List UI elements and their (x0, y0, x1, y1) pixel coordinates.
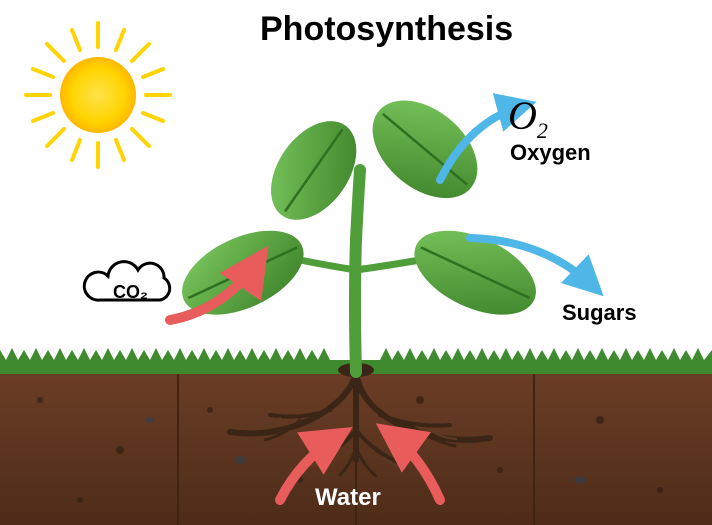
title: Photosynthesis (260, 10, 513, 49)
sugars-label: Sugars (562, 300, 637, 326)
co2-label: CO₂ (113, 282, 148, 303)
oxygen-label: Oxygen (510, 140, 591, 166)
plant (169, 81, 549, 372)
oxygen-formula: O2 (508, 92, 548, 144)
diagram-svg (0, 0, 712, 525)
photosynthesis-diagram: { "title": {"text":"Photosynthesis","x":… (0, 0, 712, 525)
water-label: Water (315, 484, 381, 512)
sun-icon (26, 23, 170, 167)
